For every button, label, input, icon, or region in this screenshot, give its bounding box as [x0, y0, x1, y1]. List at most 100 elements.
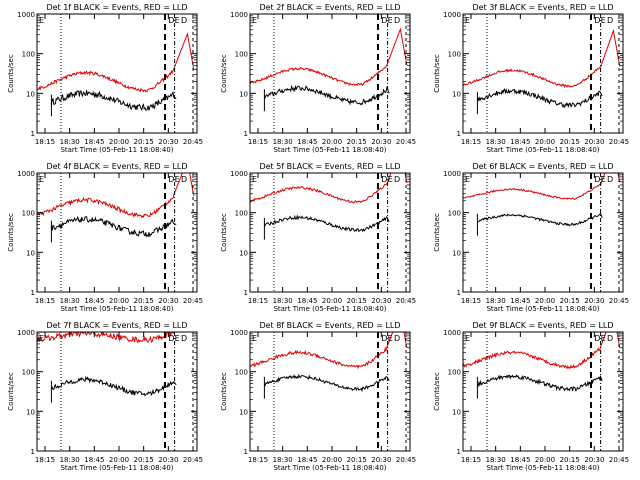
x-tick-label: 18:45 [84, 297, 104, 305]
detector-panel: Det 6f BLACK = Events, RED = LLD 1 10 100 10… [433, 162, 629, 313]
corner-label: D [381, 334, 387, 343]
x-tick-label: 20:00 [535, 297, 555, 305]
corner-label: E [252, 175, 257, 184]
corner-label: E [465, 16, 470, 25]
x-tick-label: 18:45 [510, 297, 530, 305]
x-tick-label: 20:00 [322, 297, 342, 305]
detector-panel: Det 4f BLACK = Events, RED = LLD 1 10 100 10… [7, 162, 203, 313]
lld-series-line [250, 173, 408, 204]
x-tick-label: 18:45 [84, 456, 104, 464]
corner-label: E [175, 175, 180, 184]
detector-panel: Det 2f BLACK = Events, RED = LLD 1 10 100 10… [220, 3, 416, 154]
x-tick-label: 20:45 [609, 297, 629, 305]
x-tick-label: 20:00 [535, 456, 555, 464]
y-tick-label: 100 [22, 369, 35, 377]
lld-series-line [37, 332, 175, 344]
y-tick-label: 10 [452, 249, 461, 257]
y-tick-label: 100 [22, 51, 35, 59]
events-series-line [50, 90, 177, 111]
x-tick-label: 20:00 [109, 456, 129, 464]
y-tick-label: 100 [235, 369, 248, 377]
panel-title: Det 9f BLACK = Events, RED = LLD [472, 321, 613, 330]
detector-panel: Det 5f BLACK = Events, RED = LLD 1 10 100 10… [220, 162, 416, 313]
x-tick-label: 20:30 [584, 138, 604, 146]
lld-series-line [37, 173, 195, 219]
y-tick-label: 1000 [17, 11, 35, 19]
x-tick-label: 18:15 [248, 138, 268, 146]
corner-label: E [252, 16, 257, 25]
y-tick-label: 10 [26, 408, 35, 416]
corner-label: E [39, 175, 44, 184]
y-tick-label: 1000 [443, 329, 461, 337]
y-tick-label: 1000 [17, 329, 35, 337]
x-tick-label: 20:45 [183, 297, 203, 305]
x-tick-label: 20:15 [347, 297, 367, 305]
y-tick-label: 1000 [17, 170, 35, 178]
x-tick-label: 20:00 [535, 138, 555, 146]
x-axis-label: Start Time (05-Feb-11 18:08:40) [273, 146, 386, 154]
corner-label: D [607, 16, 613, 25]
corner-label: D [168, 16, 174, 25]
y-tick-label: 10 [26, 249, 35, 257]
x-tick-label: 18:15 [461, 138, 481, 146]
corner-label: E [388, 334, 393, 343]
y-tick-label: 10 [452, 408, 461, 416]
x-axis-label: Start Time (05-Feb-11 18:08:40) [60, 464, 173, 472]
x-axis-label: Start Time (05-Feb-11 18:08:40) [273, 464, 386, 472]
x-tick-label: 18:30 [486, 456, 506, 464]
y-tick-label: 100 [235, 210, 248, 218]
corner-label: E [39, 334, 44, 343]
lld-series-line [463, 28, 621, 89]
x-tick-label: 20:15 [134, 138, 154, 146]
x-tick-label: 18:45 [297, 138, 317, 146]
events-series-line [263, 84, 390, 106]
events-series-line [476, 374, 603, 392]
y-tick-label: 10 [239, 90, 248, 98]
detector-panel: Det 3f BLACK = Events, RED = LLD 1 10 100 10… [433, 3, 629, 154]
corner-label: E [39, 16, 44, 25]
y-tick-label: 1000 [230, 11, 248, 19]
x-tick-label: 18:30 [60, 297, 80, 305]
y-tick-label: 1 [244, 130, 248, 138]
y-tick-label: 100 [235, 51, 248, 59]
corner-label: E [175, 16, 180, 25]
y-axis-label: Counts/sec [220, 54, 228, 93]
detector-panel: Det 7f BLACK = Events, RED = LLD 1 10 100 10… [7, 321, 203, 472]
x-tick-label: 20:15 [134, 297, 154, 305]
corner-label: D [168, 175, 174, 184]
corner-label: D [607, 175, 613, 184]
corner-label: D [181, 334, 187, 343]
x-tick-label: 18:45 [510, 456, 530, 464]
x-tick-label: 18:30 [273, 297, 293, 305]
y-axis-label: Counts/sec [433, 372, 441, 411]
x-tick-label: 20:00 [109, 138, 129, 146]
corner-label: E [175, 334, 180, 343]
x-axis-label: Start Time (05-Feb-11 18:08:40) [60, 305, 173, 313]
plot-frame [249, 13, 411, 134]
x-tick-label: 18:15 [35, 297, 55, 305]
corner-label: D [394, 334, 400, 343]
x-tick-label: 18:30 [273, 456, 293, 464]
panel-title: Det 7f BLACK = Events, RED = LLD [46, 321, 187, 330]
y-tick-label: 100 [448, 51, 461, 59]
y-tick-label: 1 [31, 289, 35, 297]
x-tick-label: 20:30 [371, 297, 391, 305]
y-tick-label: 1000 [443, 170, 461, 178]
corner-label: E [601, 16, 606, 25]
y-axis-label: Counts/sec [433, 54, 441, 93]
corner-label: E [465, 175, 470, 184]
events-series-line [50, 215, 177, 238]
x-tick-label: 20:45 [183, 456, 203, 464]
events-series-line [477, 212, 603, 227]
y-tick-label: 1 [31, 448, 35, 456]
plot-frame [36, 172, 198, 293]
x-axis-label: Start Time (05-Feb-11 18:08:40) [273, 305, 386, 313]
plot-frame [462, 13, 624, 134]
panel-title: Det 3f BLACK = Events, RED = LLD [472, 3, 613, 12]
y-axis-label: Counts/sec [220, 213, 228, 252]
y-tick-label: 1000 [230, 329, 248, 337]
x-tick-label: 20:45 [396, 456, 416, 464]
y-tick-label: 1000 [230, 170, 248, 178]
corner-label: D [181, 175, 187, 184]
x-tick-label: 18:30 [273, 138, 293, 146]
